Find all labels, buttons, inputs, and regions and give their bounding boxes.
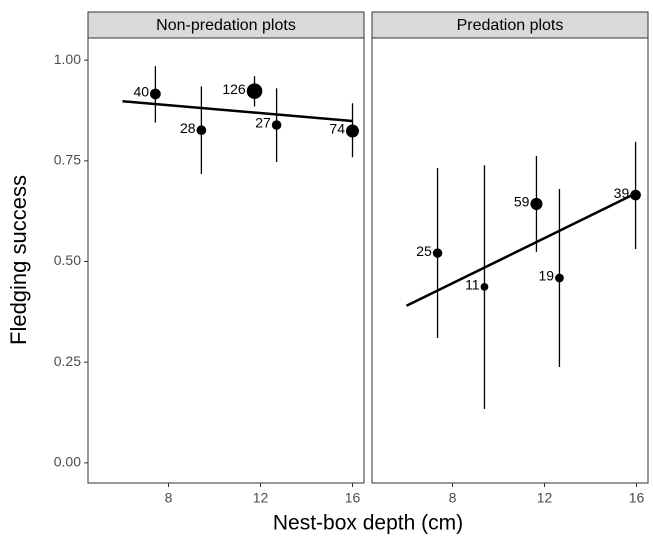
point-label: 39 <box>614 185 630 201</box>
point <box>345 124 360 138</box>
x-tick-label: 12 <box>537 490 553 506</box>
point-label: 25 <box>416 243 432 259</box>
point <box>246 83 263 99</box>
y-tick-label: 1.00 <box>54 51 81 67</box>
point <box>271 120 282 130</box>
point-label: 126 <box>222 81 246 97</box>
x-tick-label: 16 <box>345 490 361 506</box>
point-label: 59 <box>514 194 530 210</box>
x-axis-label: Nest-box depth (cm) <box>273 512 463 535</box>
x-tick-label: 8 <box>449 490 457 506</box>
panel <box>371 37 649 484</box>
panel-title: Non-predation plots <box>156 17 296 34</box>
point-label: 19 <box>538 268 554 284</box>
y-tick-label: 0.25 <box>54 353 81 369</box>
y-tick-label: 0.50 <box>54 252 81 268</box>
point <box>530 197 543 210</box>
y-tick-label: 0.75 <box>54 152 81 168</box>
fit-line <box>405 191 638 307</box>
point <box>555 273 564 283</box>
point <box>196 125 207 136</box>
y-tick-label: 0.00 <box>54 454 81 470</box>
point <box>630 189 641 201</box>
x-tick-label: 8 <box>165 490 173 506</box>
point-label: 27 <box>255 115 271 131</box>
point-label: 40 <box>133 84 149 100</box>
x-tick-label: 12 <box>253 490 269 506</box>
x-tick-label: 16 <box>629 490 645 506</box>
strip <box>87 11 365 39</box>
point <box>480 283 489 291</box>
point <box>150 88 161 100</box>
y-axis-label: Fledging success <box>6 175 31 345</box>
fit-line <box>122 99 353 123</box>
panel <box>87 37 365 484</box>
panel-title: Predation plots <box>457 17 564 34</box>
point-label: 74 <box>329 121 345 137</box>
point-label: 11 <box>465 277 480 293</box>
point-label: 28 <box>180 120 196 136</box>
point <box>432 248 443 258</box>
